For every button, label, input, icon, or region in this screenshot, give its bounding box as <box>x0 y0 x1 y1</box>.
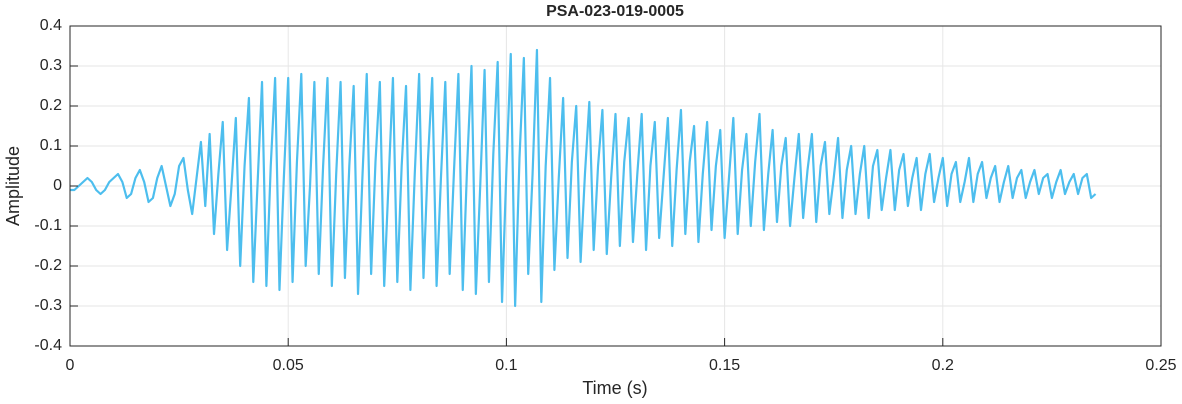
x-axis-label: Time (s) <box>582 378 647 398</box>
y-tick-label: -0.1 <box>34 217 62 234</box>
x-tick-label: 0 <box>66 357 75 374</box>
x-tick-label: 0.25 <box>1145 357 1176 374</box>
x-tick-label: 0.05 <box>273 357 304 374</box>
y-tick-label: 0.2 <box>40 97 62 114</box>
y-tick-label: -0.3 <box>34 297 62 314</box>
x-tick-label: 0.1 <box>495 357 517 374</box>
y-axis-label: Amplitude <box>3 146 23 226</box>
chart-title: PSA-023-019-0005 <box>546 3 684 20</box>
x-tick-label: 0.15 <box>709 357 740 374</box>
y-tick-label: 0.4 <box>40 17 62 34</box>
y-tick-label: 0 <box>53 177 62 194</box>
series <box>70 48 1097 308</box>
x-tick-label: 0.2 <box>932 357 954 374</box>
y-tick-label: -0.4 <box>34 337 62 354</box>
y-tick-label: -0.2 <box>34 257 62 274</box>
y-tick-label: 0.1 <box>40 137 62 154</box>
waveform-line <box>70 48 1097 308</box>
y-tick-label: 0.3 <box>40 57 62 74</box>
